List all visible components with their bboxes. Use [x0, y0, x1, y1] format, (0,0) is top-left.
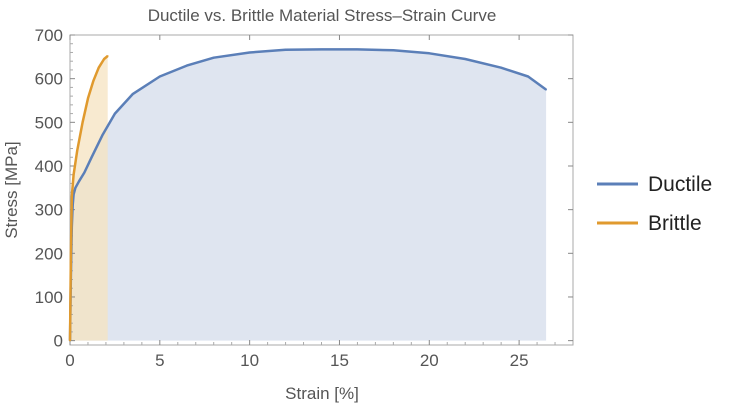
ductile-data-point	[500, 66, 502, 69]
brittle-data-point	[97, 66, 100, 69]
ductile-data-point	[185, 64, 188, 67]
ductile-data-point	[212, 56, 215, 59]
ductile-data-point	[90, 156, 93, 159]
y-tick-label: 700	[35, 26, 63, 45]
brittle-data-point	[70, 195, 73, 198]
brittle-data-point	[81, 121, 84, 124]
x-tick-label: 25	[510, 351, 529, 370]
ductile-data-point	[320, 48, 323, 51]
x-tick-label: 0	[65, 351, 74, 370]
brittle-data-point	[76, 149, 79, 152]
legend: Ductile Brittle	[597, 173, 712, 235]
ductile-data-point	[428, 52, 431, 55]
y-tick-label: 300	[35, 201, 63, 220]
brittle-data-point	[87, 97, 89, 100]
y-tick-label: 600	[35, 70, 63, 89]
brittle-data-point	[70, 252, 72, 255]
x-axis-title: Strain [%]	[285, 384, 359, 403]
axis-ticks: 0 5 10 15 20 25 0 100 200 300 400 500 600 700	[35, 26, 573, 370]
y-axis-title: Stress [MPa]	[2, 141, 21, 238]
y-tick-label: 400	[35, 157, 63, 176]
brittle-data-point	[106, 55, 109, 57]
legend-label-brittle: Brittle	[648, 212, 702, 235]
brittle-data-point	[69, 339, 71, 342]
y-tick-label: 500	[35, 113, 63, 132]
brittle-area-fill	[70, 56, 108, 341]
chart-title: Ductile vs. Brittle Material Stress–Stra…	[148, 6, 497, 25]
series-lines	[68, 48, 547, 342]
brittle-data-point	[92, 79, 95, 82]
x-tick-label: 10	[240, 351, 259, 370]
y-tick-label: 200	[35, 244, 63, 263]
ductile-data-point	[248, 51, 251, 54]
y-tick-label: 0	[54, 332, 63, 351]
x-tick-label: 20	[420, 351, 439, 370]
ductile-data-point	[78, 180, 80, 183]
ductile-data-point	[284, 48, 287, 51]
x-tick-label: 5	[155, 351, 164, 370]
ductile-data-point	[356, 48, 359, 51]
ductile-data-point	[464, 58, 467, 60]
ductile-data-point	[114, 112, 116, 115]
ductile-data-point	[527, 75, 529, 78]
x-tick-label: 15	[330, 351, 349, 370]
y-tick-label: 100	[35, 288, 63, 307]
ductile-area-fill	[70, 49, 547, 341]
area-fills	[70, 49, 547, 341]
ductile-data-point	[158, 75, 161, 78]
brittle-data-point	[72, 173, 75, 176]
ductile-data-point	[83, 171, 86, 174]
legend-label-ductile: Ductile	[648, 173, 712, 196]
ductile-data-point	[101, 134, 104, 137]
ductile-data-point	[392, 49, 395, 52]
ductile-data-point	[545, 88, 547, 91]
brittle-data-point	[103, 58, 105, 60]
ductile-data-point	[74, 186, 77, 189]
ductile-data-point	[132, 93, 134, 95]
